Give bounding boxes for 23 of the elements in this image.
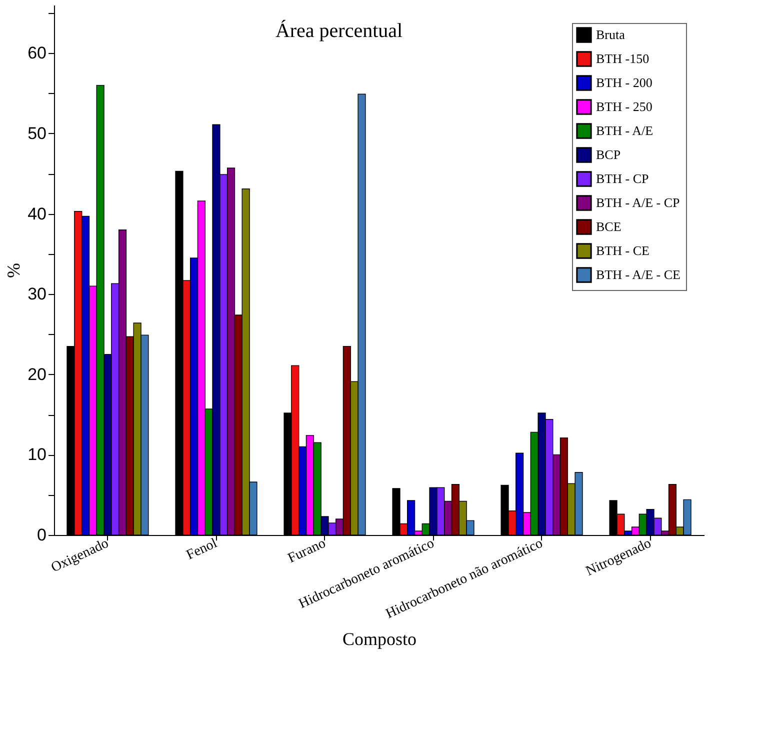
legend-label: BTH - A/E - CE: [596, 267, 681, 282]
legend-label: Bruta: [596, 27, 626, 42]
legend-label: BCP: [596, 147, 621, 162]
legend-label: BTH - A/E: [596, 123, 654, 138]
legend-label: BTH - CP: [596, 171, 649, 186]
x-tick-label: Fenol: [184, 536, 220, 564]
legend-label: BTH - 200: [596, 75, 652, 90]
legend-label: BTH - A/E - CP: [596, 195, 680, 210]
legend-label: BCE: [596, 219, 622, 234]
y-tick-label: 10: [28, 445, 46, 464]
legend-label: BTH - 250: [596, 99, 652, 114]
y-axis-title: %: [4, 263, 24, 278]
y-tick-label: 20: [28, 364, 46, 384]
y-tick-label: 50: [28, 124, 46, 143]
legend-label: BTH -150: [596, 51, 650, 66]
text: Área percentual: [275, 19, 404, 42]
legend-label: BTH - CE: [596, 243, 650, 258]
y-tick-label: 40: [28, 204, 46, 224]
y-tick-label: 30: [28, 284, 46, 304]
y-tick-label: 60: [28, 44, 46, 63]
x-axis-title: Composto: [342, 629, 417, 650]
y-tick-label: 0: [37, 526, 46, 544]
x-tick-label: Furano: [286, 536, 328, 567]
